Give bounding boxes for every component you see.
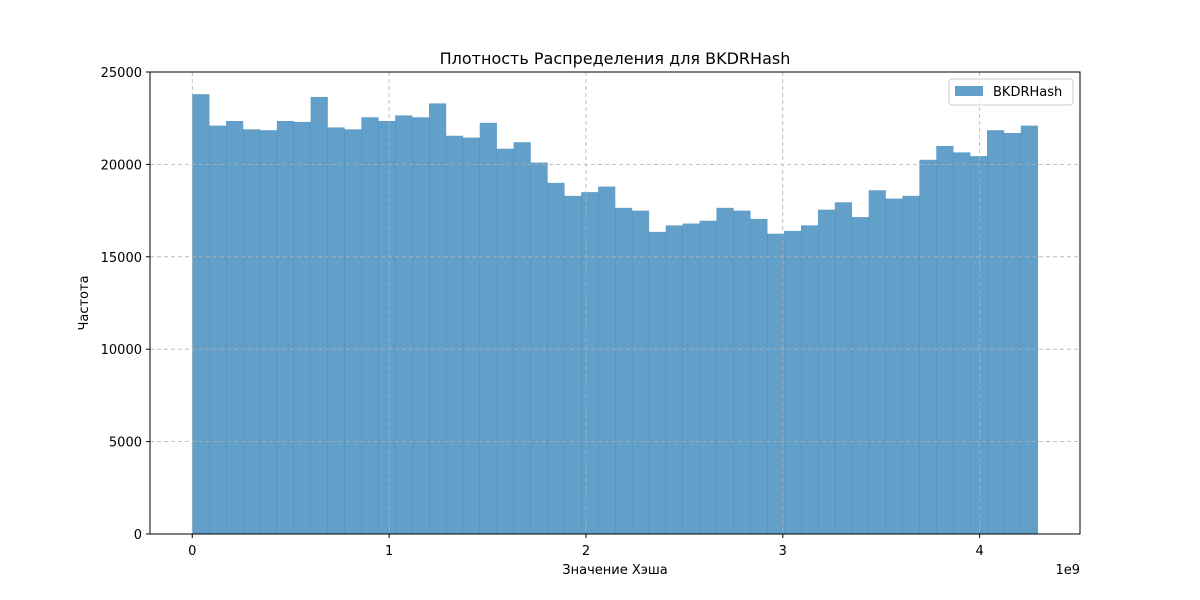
histogram-bar <box>1003 132 1022 534</box>
histogram-bar <box>395 115 413 534</box>
chart-title: Плотность Распределения для BKDRHash <box>440 49 791 68</box>
histogram-bar <box>936 145 954 535</box>
histogram-bar <box>699 220 717 535</box>
x-tick-label: 2 <box>582 544 590 559</box>
histogram-bar <box>885 198 903 534</box>
histogram-bar <box>784 230 802 535</box>
histogram-bar <box>834 202 853 534</box>
histogram-bar <box>412 117 430 534</box>
x-tick-label: 4 <box>976 544 984 559</box>
histogram-bars <box>192 94 1039 535</box>
histogram-bar <box>378 120 396 535</box>
histogram-bar <box>462 137 481 534</box>
y-tick-label: 5000 <box>109 436 142 451</box>
x-tick-label: 1 <box>385 544 393 559</box>
histogram-bar <box>496 148 514 534</box>
histogram-bar <box>513 142 531 534</box>
histogram-bar <box>801 225 819 534</box>
histogram-bar <box>428 103 447 534</box>
histogram-bar <box>902 195 920 535</box>
histogram-bar <box>530 162 548 534</box>
histogram-bar <box>733 210 751 534</box>
histogram-bar <box>648 231 667 535</box>
plot-frame <box>149 71 1081 535</box>
histogram-bar <box>682 223 700 534</box>
histogram-bar <box>817 209 836 534</box>
histogram-bar <box>259 130 278 534</box>
histogram-bar <box>226 120 244 535</box>
x-axis-label: Значение Хэша <box>562 563 667 578</box>
y-axis-label: Частота <box>77 275 92 330</box>
histogram-bar <box>547 182 565 534</box>
y-tick-label: 10000 <box>101 343 142 358</box>
histogram-bar <box>1020 125 1039 534</box>
histogram-bar <box>581 192 599 534</box>
histogram-bar <box>293 121 311 535</box>
histogram-bar <box>242 129 261 534</box>
histogram-bar <box>919 159 937 534</box>
histogram-bar <box>851 217 869 534</box>
histogram-bar <box>868 190 886 534</box>
histogram-bar <box>209 125 227 534</box>
x-axis-offset-label: 1e9 <box>1055 563 1080 578</box>
legend-box <box>948 78 1074 106</box>
legend: BKDRHash <box>948 78 1074 106</box>
histogram-bar <box>767 233 785 534</box>
histogram-bar <box>615 207 633 534</box>
histogram-bar <box>479 122 497 534</box>
x-tick-label: 0 <box>188 544 196 559</box>
histogram-bar <box>716 207 734 534</box>
histogram-bar <box>665 225 683 534</box>
histogram-bar <box>987 130 1005 534</box>
histogram-bar <box>445 135 464 535</box>
histogram-bar <box>192 94 210 535</box>
legend-label: BKDRHash <box>993 85 1062 100</box>
x-tick-label: 3 <box>779 544 787 559</box>
histogram-bar <box>310 96 328 534</box>
histogram-bar <box>970 156 988 535</box>
histogram-bar <box>598 186 616 535</box>
histogram-bar <box>750 218 768 534</box>
histogram-bar <box>327 127 345 534</box>
x-axis-ticks: 0 1 2 3 4 <box>188 534 984 559</box>
histogram-bar <box>953 152 971 534</box>
y-tick-label: 0 <box>134 528 142 543</box>
histogram-bar <box>344 129 362 534</box>
legend-swatch <box>955 86 983 96</box>
y-tick-label: 20000 <box>101 158 142 173</box>
histogram-bar <box>564 195 582 535</box>
y-axis-ticks: 0 5000 10000 15000 20000 25000 <box>101 66 150 543</box>
histogram-bar <box>276 120 295 535</box>
histogram-bar <box>631 210 650 534</box>
y-tick-label: 25000 <box>101 66 142 81</box>
histogram-bar <box>361 117 379 534</box>
y-tick-label: 15000 <box>101 251 142 266</box>
